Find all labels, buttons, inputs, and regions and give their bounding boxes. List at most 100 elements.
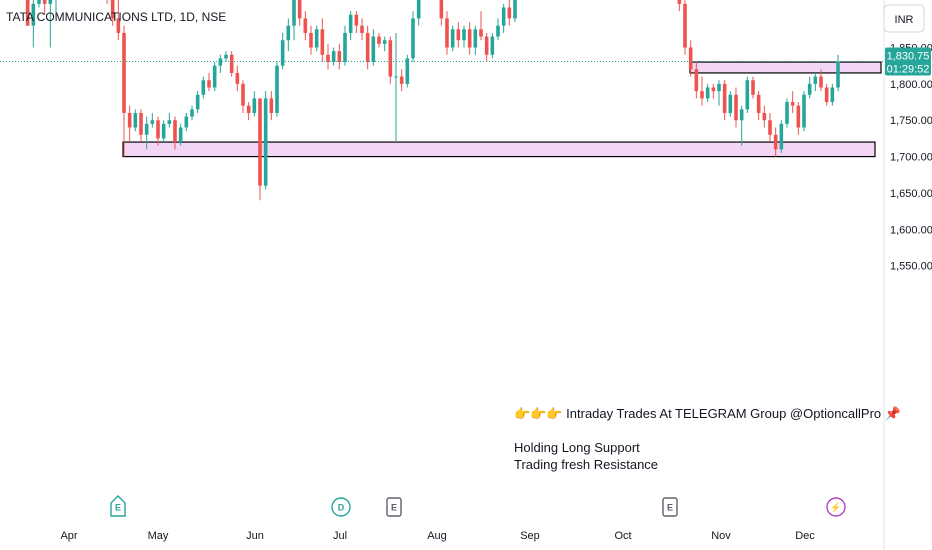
candle	[275, 62, 279, 117]
events-layer: E D E E ⚡	[110, 495, 846, 517]
y-tick-label: 1,700.00	[890, 152, 932, 164]
candle	[819, 69, 823, 92]
support-zone[interactable]	[122, 141, 876, 158]
candle	[700, 76, 704, 106]
candle	[405, 54, 410, 88]
resistance-annotation: Trading fresh Resistance	[514, 457, 658, 472]
x-tick-label: Jun	[246, 530, 264, 542]
candle	[331, 47, 336, 66]
y-axis[interactable]: 1,550.00 1,600.00 1,650.00 1,700.00 1,750.00…	[890, 42, 932, 272]
candle	[190, 105, 194, 121]
y-tick-label: 1,650.00	[890, 188, 932, 200]
candle	[360, 18, 364, 41]
candle	[144, 116, 149, 150]
candle	[473, 25, 478, 55]
candle	[382, 36, 387, 52]
candle	[490, 32, 495, 59]
candle	[688, 40, 693, 77]
dividend-icon[interactable]: D	[331, 497, 351, 517]
candle	[677, 0, 682, 12]
candle	[683, 0, 687, 55]
candle	[354, 11, 359, 33]
candle	[173, 116, 177, 150]
y-tick-label: 1,750.00	[890, 115, 932, 127]
currency-button[interactable]	[883, 4, 925, 33]
candle	[133, 109, 138, 132]
candle	[161, 120, 166, 143]
candle	[224, 51, 228, 63]
y-tick-label: 1,600.00	[890, 224, 932, 236]
candle	[479, 11, 483, 41]
candle	[717, 80, 721, 106]
candle	[258, 98, 262, 201]
candle	[241, 80, 245, 113]
candle	[110, 0, 115, 26]
candle	[790, 91, 795, 113]
candle	[394, 32, 398, 143]
candle	[195, 91, 200, 113]
candle	[337, 43, 342, 70]
candle	[694, 62, 699, 99]
candle	[348, 11, 353, 41]
candle	[292, 0, 296, 41]
candle	[728, 91, 733, 117]
earnings-icon[interactable]: E	[386, 497, 402, 517]
candle	[343, 25, 347, 66]
svg-text:E: E	[391, 503, 397, 513]
chart-title: TATA COMMUNICATIONS LTD, 1D, NSE	[6, 10, 226, 24]
candle	[365, 25, 370, 70]
candle	[212, 62, 217, 92]
candle	[439, 0, 444, 26]
svg-text:⚡: ⚡	[830, 502, 841, 514]
candle	[501, 3, 506, 33]
candle	[496, 18, 500, 41]
candle	[320, 18, 325, 63]
candle	[246, 102, 251, 121]
candle	[139, 109, 143, 143]
candles-layer	[25, 0, 840, 201]
candle	[830, 83, 835, 106]
candle	[416, 0, 421, 26]
candle	[467, 22, 472, 55]
candle	[286, 18, 291, 52]
candle	[739, 105, 744, 146]
candle	[813, 72, 818, 92]
x-axis[interactable]: Apr May Jun Jul Aug Sep Oct Nov Dec	[60, 530, 815, 542]
candle	[25, 0, 30, 26]
resistance-zone[interactable]	[689, 61, 882, 74]
earnings-icon[interactable]: E	[110, 495, 126, 517]
candle	[122, 25, 126, 157]
candle	[150, 112, 155, 128]
x-tick-label: Sep	[520, 530, 540, 542]
y-tick-label: 1,550.00	[890, 261, 932, 273]
candle	[371, 29, 376, 66]
candle	[127, 105, 132, 143]
candle	[456, 22, 461, 48]
candle	[42, 0, 47, 15]
candle	[377, 32, 381, 48]
candle	[462, 25, 466, 48]
candle	[37, 0, 41, 8]
candle	[807, 76, 812, 99]
candle	[269, 91, 274, 121]
candle	[411, 11, 415, 63]
candle	[705, 83, 710, 103]
candle	[167, 112, 172, 128]
x-tick-label: Aug	[427, 530, 447, 542]
candle	[773, 127, 778, 157]
candle	[201, 76, 206, 99]
candle	[507, 0, 512, 26]
candle	[297, 0, 302, 26]
lightning-icon[interactable]: ⚡	[826, 497, 846, 517]
candle	[751, 76, 755, 99]
candle	[762, 105, 767, 128]
candle	[207, 72, 211, 92]
candle	[745, 76, 750, 113]
y-tick-label: 1,800.00	[890, 79, 932, 91]
earnings-icon[interactable]: E	[662, 497, 678, 517]
candle	[303, 11, 308, 41]
candle	[235, 65, 240, 92]
currency-label: INR	[895, 14, 914, 26]
x-tick-label: Oct	[614, 530, 631, 542]
